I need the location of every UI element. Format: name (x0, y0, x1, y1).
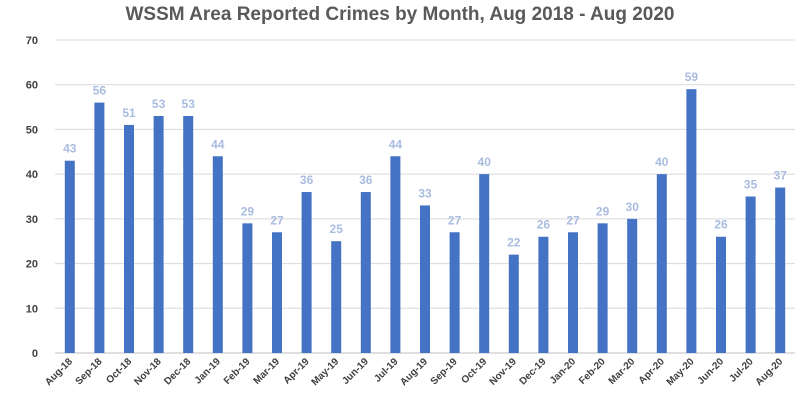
x-tick-label: Dec-18 (162, 356, 193, 387)
chart-title: WSSM Area Reported Crimes by Month, Aug … (125, 4, 675, 25)
x-tick-label: Jul-19 (372, 356, 401, 385)
data-label: 30 (626, 200, 640, 214)
bar (716, 236, 726, 353)
x-tick-label: Nov-18 (132, 356, 164, 388)
data-label: 26 (537, 218, 551, 232)
data-label: 59 (685, 70, 699, 84)
data-label: 56 (93, 84, 107, 98)
x-tick-label: Aug-19 (398, 356, 430, 388)
x-tick-label: Feb-20 (577, 356, 608, 387)
y-tick-label: 30 (26, 214, 38, 226)
bar (212, 156, 223, 353)
y-tick-label: 50 (26, 124, 38, 136)
data-label: 27 (270, 213, 284, 227)
x-tick-label: Apr-20 (637, 356, 667, 386)
data-label: 36 (300, 173, 314, 187)
bar (272, 232, 282, 353)
bar (301, 192, 312, 353)
data-label: 53 (182, 97, 196, 111)
bar (242, 223, 253, 353)
x-tick-label: May-20 (665, 356, 697, 388)
bar (775, 187, 786, 353)
data-label: 22 (507, 236, 521, 250)
y-tick-label: 60 (26, 80, 38, 92)
x-tick-label: Jun-20 (696, 356, 727, 387)
data-label: 40 (655, 155, 669, 169)
bar (360, 192, 371, 353)
data-label: 44 (211, 137, 225, 151)
bar (390, 156, 401, 353)
data-label: 33 (418, 186, 432, 200)
y-axis-ticks: 0 10 20 30 40 50 60 70 (26, 35, 38, 360)
bar (479, 174, 490, 353)
bar (64, 160, 75, 353)
x-tick-label: Sep-18 (74, 356, 105, 387)
x-tick-label: May-19 (310, 356, 342, 388)
bar (420, 205, 430, 353)
bar (94, 102, 105, 353)
data-label: 26 (714, 218, 728, 232)
bar (183, 116, 194, 353)
y-tick-label: 40 (26, 169, 38, 181)
data-label: 36 (359, 173, 373, 187)
bar (597, 223, 608, 353)
x-tick-label: Jul-20 (728, 356, 757, 385)
data-label: 25 (330, 222, 344, 236)
bar (153, 116, 164, 353)
x-tick-label: Apr-19 (282, 356, 312, 386)
x-tick-label: Aug-18 (43, 356, 75, 388)
x-tick-label: Jan-19 (193, 356, 223, 386)
data-label: 40 (478, 155, 492, 169)
y-tick-label: 70 (26, 35, 38, 47)
bar (331, 241, 342, 353)
bar (124, 124, 134, 353)
x-tick-label: Feb-19 (222, 356, 253, 387)
bar (508, 254, 519, 353)
data-label: 27 (448, 213, 462, 227)
data-label: 35 (744, 178, 758, 192)
bar (745, 196, 756, 353)
y-tick-label: 10 (26, 303, 38, 315)
x-tick-label: Mar-19 (252, 356, 283, 387)
x-tick-label: Mar-20 (607, 356, 638, 387)
x-tick-label: Aug-20 (754, 356, 786, 388)
bar (538, 236, 549, 353)
bar (449, 232, 460, 353)
data-label: 44 (389, 137, 403, 151)
x-tick-label: Jun-19 (340, 356, 371, 387)
data-labels: 43 56 51 53 53 44 29 27 36 25 36 44 33 27 40 22 26 27 29 30… (63, 70, 787, 249)
x-tick-label: Oct-19 (460, 356, 490, 386)
data-label: 27 (566, 213, 580, 227)
bars (64, 89, 786, 353)
x-tick-label: Jan-20 (548, 356, 578, 386)
x-tick-label: Nov-19 (488, 356, 520, 388)
bar (656, 174, 667, 353)
data-label: 43 (63, 142, 77, 156)
x-tick-label: Dec-19 (518, 356, 549, 387)
bar (627, 218, 638, 353)
data-label: 29 (241, 204, 255, 218)
bar (686, 89, 697, 353)
data-label: 51 (122, 106, 136, 120)
data-label: 29 (596, 204, 610, 218)
x-tick-label: Sep-19 (429, 356, 460, 387)
data-label: 37 (774, 169, 788, 183)
y-tick-label: 0 (32, 348, 38, 360)
data-label: 53 (152, 97, 166, 111)
y-tick-label: 20 (26, 259, 38, 271)
x-tick-label: Oct-18 (104, 356, 134, 386)
bar (568, 232, 578, 353)
